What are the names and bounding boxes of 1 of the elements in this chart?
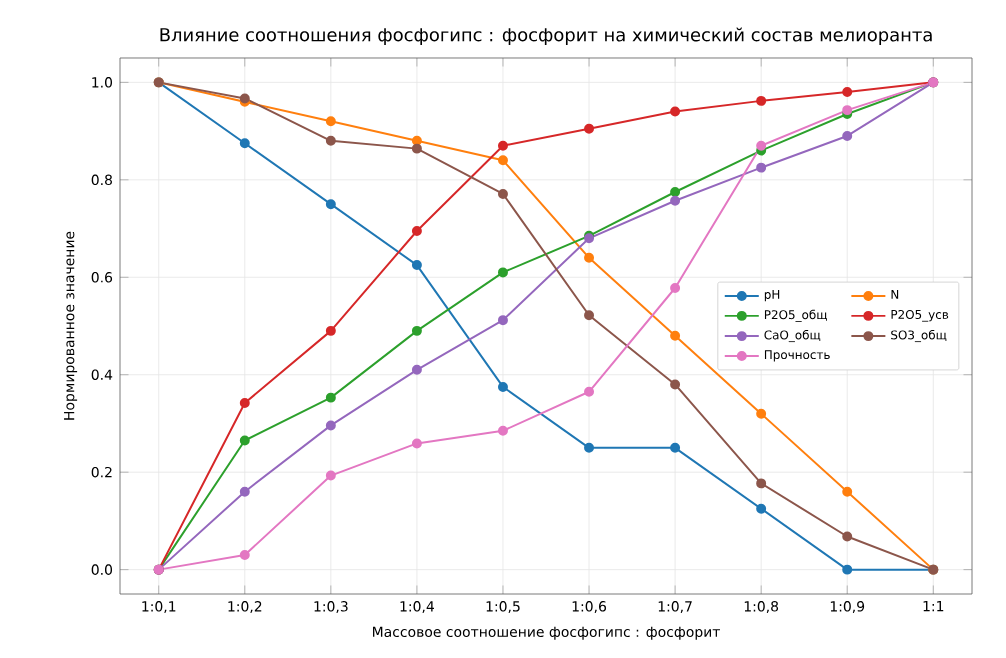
chart-title: Влияние соотношения фосфогипс : фосфорит на химический состав мелиоранта xyxy=(160,27,932,45)
